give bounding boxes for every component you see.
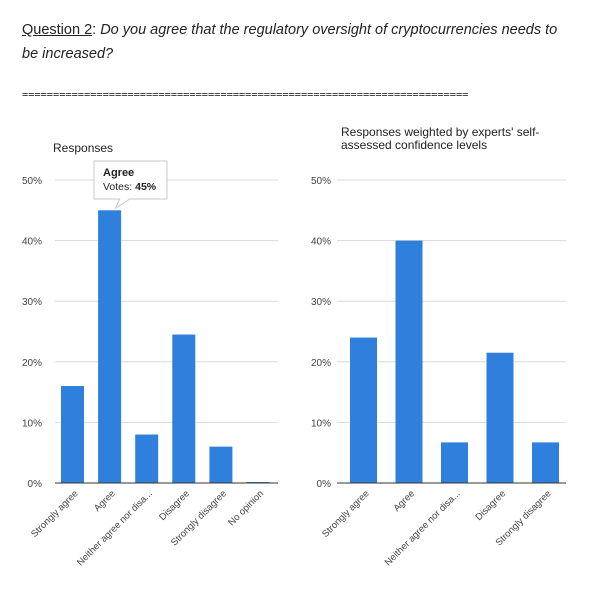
chart2-y-tick-label: 20% xyxy=(311,358,331,369)
chart2-x-category-label: Strongly agree xyxy=(320,488,371,539)
chart2-y-tick-label: 0% xyxy=(317,479,332,490)
chart1-bar xyxy=(135,434,159,483)
question-separator: : xyxy=(92,22,97,38)
chart1-x-category-label: No opinion xyxy=(226,488,266,528)
chart2-x-category-label: Agree xyxy=(391,488,417,514)
chart2-bar xyxy=(395,240,423,483)
chart1-y-tick-label: 30% xyxy=(22,297,42,308)
chart1-y-tick-label: 10% xyxy=(22,418,42,429)
chart1-tooltip-label-text: Votes: xyxy=(103,181,135,193)
chart1-tooltip-value: 45% xyxy=(135,181,157,193)
chart2-title: Responses weighted by experts' self- xyxy=(341,125,539,139)
chart1-y-tick-label: 0% xyxy=(28,479,43,490)
chart2-bar xyxy=(532,442,559,483)
chart2-title: assessed confidence levels xyxy=(341,138,487,152)
chart1-bar xyxy=(209,446,233,483)
chart2-bar xyxy=(441,442,468,483)
chart1-y-tick-label: 50% xyxy=(22,176,42,187)
chart2-bar xyxy=(486,352,514,483)
chart2-y-tick-label: 10% xyxy=(311,418,331,429)
chart1-tooltip-label: Votes: 45% xyxy=(103,181,157,193)
question-body: Do you agree that the regulatory oversig… xyxy=(22,22,558,62)
chart1-x-category-label: Neither agree nor disa... xyxy=(75,488,155,568)
chart1-bar xyxy=(98,210,122,484)
chart1-title: Responses xyxy=(53,141,113,155)
chart1-y-tick-label: 40% xyxy=(22,237,42,248)
chart2-y-tick-label: 30% xyxy=(311,297,331,308)
chart1-x-category-label: Strongly agree xyxy=(29,488,80,539)
divider-line: ========================================… xyxy=(22,89,469,101)
chart2-bar xyxy=(350,337,377,483)
chart2-x-category-label: Neither agree nor disa... xyxy=(383,488,463,568)
chart1-bar xyxy=(61,386,84,483)
chart2-x-category-label: Disagree xyxy=(473,488,508,523)
chart1-y-tick-label: 20% xyxy=(22,358,42,369)
question-text: Question 2: Do you agree that the regula… xyxy=(22,18,577,66)
chart2-y-tick-label: 40% xyxy=(311,237,331,248)
chart1-tooltip-category: Agree xyxy=(103,167,134,179)
chart1-bar xyxy=(172,334,196,483)
chart2-y-tick-label: 50% xyxy=(311,176,331,187)
chart1-tooltip-box xyxy=(93,160,168,210)
chart1-x-category-label: Agree xyxy=(92,488,118,514)
chart1-x-category-label: Disagree xyxy=(157,488,192,523)
question-number: Question 2 xyxy=(22,22,93,38)
